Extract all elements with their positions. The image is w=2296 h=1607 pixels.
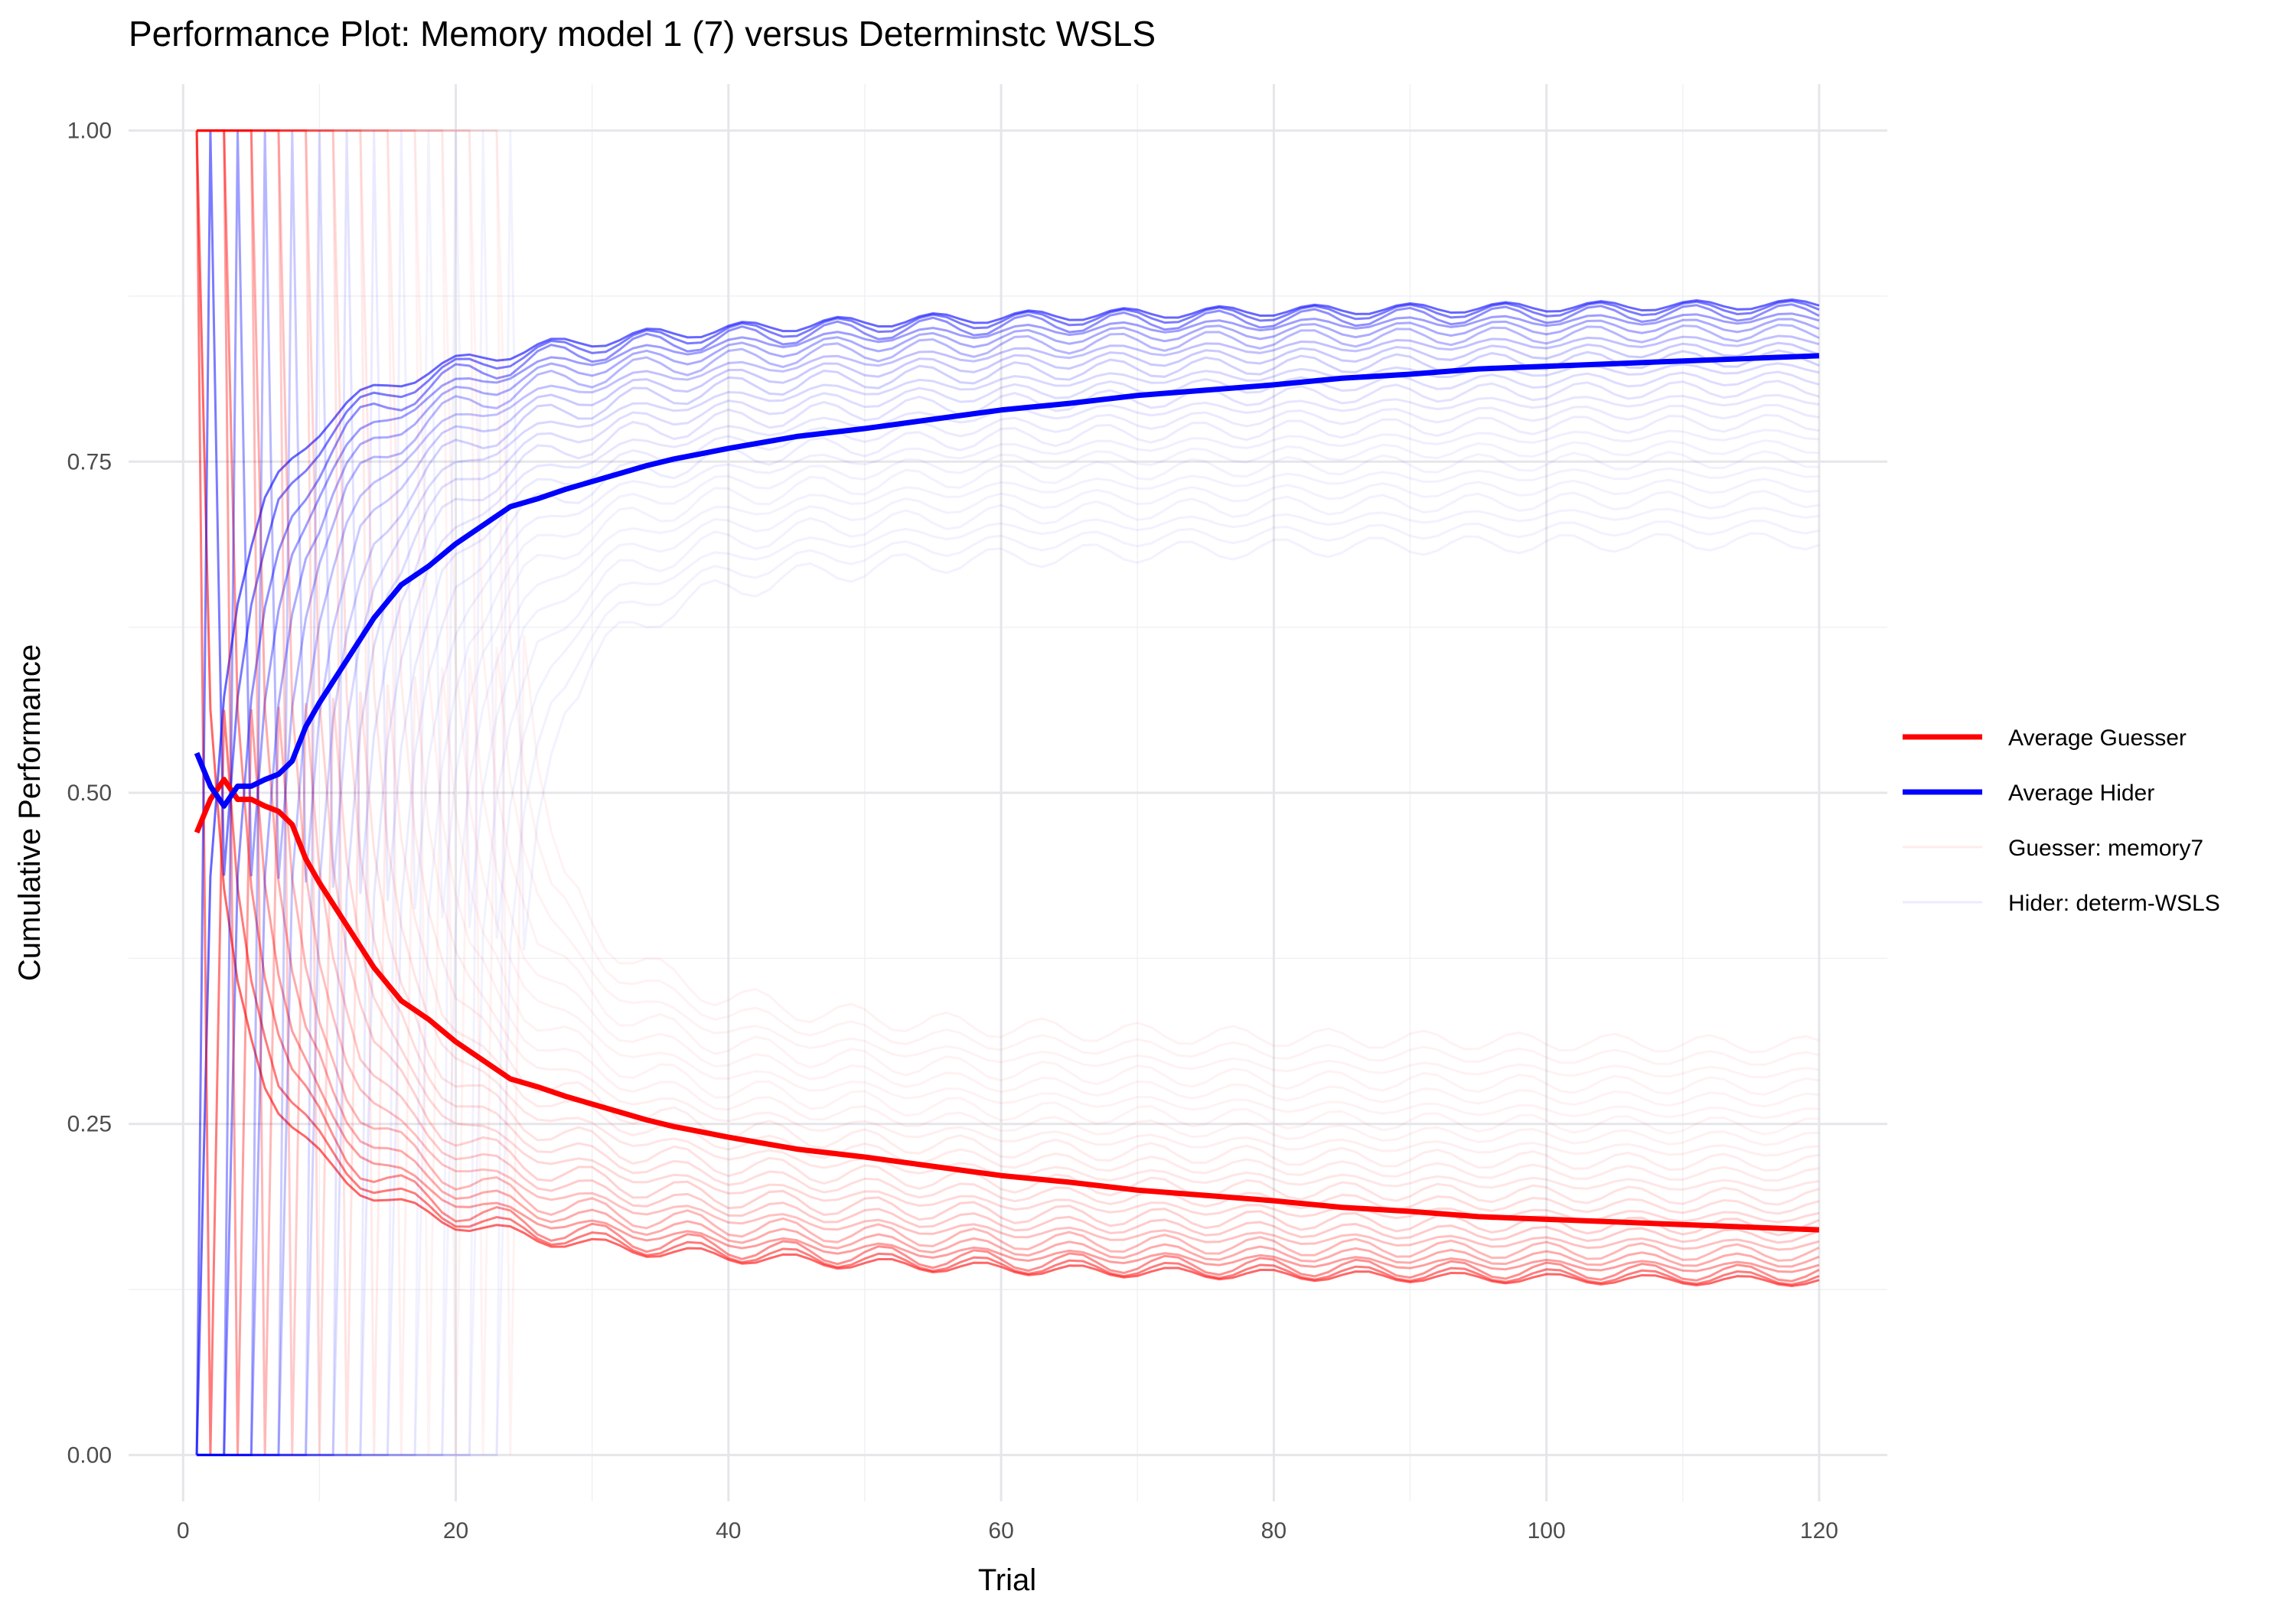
guesser-run-line — [197, 129, 1820, 1455]
guesser-run-line — [197, 129, 1820, 1283]
x-tick-label: 20 — [443, 1518, 468, 1543]
guesser-run-line — [197, 129, 1820, 1455]
hider-run-line — [197, 318, 1820, 1456]
guesser-run-line — [197, 129, 1820, 1172]
x-axis-title: Trial — [978, 1563, 1036, 1597]
hider-run-line — [197, 439, 1820, 1456]
guesser-run-line — [197, 129, 1820, 1455]
hider-run-line — [197, 130, 1820, 1456]
guesser-run-line — [197, 129, 1820, 1268]
average-series — [194, 353, 1820, 1233]
chart-title: Performance Plot: Memory model 1 (7) ver… — [129, 14, 1156, 54]
hider-run-line — [197, 130, 1820, 1456]
guesser-run-line — [197, 129, 1820, 1455]
y-tick-label: 0.25 — [67, 1112, 112, 1137]
hider-run-line — [197, 413, 1820, 1456]
guesser-run-line — [197, 129, 1820, 1251]
hider-run-line — [197, 130, 1820, 1456]
legend-label-average-guesser: Average Guesser — [2008, 725, 2187, 751]
guesser-run-line — [197, 129, 1819, 1455]
x-tick-label: 40 — [716, 1518, 741, 1543]
guesser-run-line — [197, 129, 1820, 1096]
y-tick-label: 1.00 — [67, 119, 112, 144]
hider-run-line — [197, 466, 1819, 1456]
hider-run-line — [197, 490, 1820, 1456]
hider-run-line — [197, 130, 1820, 1456]
guesser-run-line — [197, 129, 1820, 1455]
legend-label-guesser-memory7: Guesser: memory7 — [2008, 836, 2203, 861]
hider-run-line — [197, 334, 1820, 1456]
guesser-run-line — [197, 129, 1820, 1066]
guesser-run-line — [195, 130, 1820, 1287]
hider-run-line — [197, 130, 1820, 1456]
y-tick-label: 0.50 — [67, 781, 112, 806]
legend-label-average-hider: Average Hider — [2008, 781, 2154, 806]
x-tick-label: 120 — [1800, 1518, 1838, 1543]
grid-major — [129, 84, 1887, 1501]
legend-label-hider-determ-wsls: Hider: determ-WSLS — [2008, 891, 2220, 916]
y-axis-title: Cumulative Performance — [13, 644, 47, 981]
guesser-run-line — [197, 129, 1820, 1215]
y-axis-ticks: 0.00 0.25 0.50 0.75 1.00 — [67, 119, 112, 1468]
guesser-run-line — [197, 129, 1819, 1120]
x-tick-label: 0 — [177, 1518, 190, 1543]
hider-run-line — [197, 130, 1820, 1456]
hider-run-line — [197, 303, 1820, 1456]
hider-run-line — [197, 130, 1819, 1456]
legend: Average Guesser Average Hider Guesser: m… — [1903, 725, 2220, 916]
guesser-run-line — [195, 130, 1820, 1455]
guesser-run-line — [197, 129, 1820, 1455]
x-tick-label: 100 — [1528, 1518, 1566, 1543]
hider-run-line — [197, 370, 1820, 1456]
hider-run-line — [195, 130, 1820, 1455]
y-tick-label: 0.00 — [67, 1442, 112, 1468]
y-tick-label: 0.75 — [67, 449, 112, 474]
average-guesser-line — [194, 777, 1820, 1233]
average-hider-line — [194, 353, 1820, 809]
guesser-run-line — [197, 129, 1820, 1146]
x-tick-label: 60 — [988, 1518, 1013, 1543]
x-axis-ticks: 0 20 40 60 80 100 120 — [177, 1518, 1838, 1543]
guesser-run-line — [197, 129, 1820, 1455]
hider-run-line — [195, 298, 1820, 1455]
hider-run-line — [197, 130, 1820, 1456]
guesser-run-line — [197, 129, 1820, 1455]
hider-run-line — [197, 520, 1820, 1456]
hider-run-line — [197, 130, 1820, 1456]
hider-run-line — [197, 130, 1820, 1456]
hider-run-line — [197, 130, 1820, 1456]
guesser-run-line — [197, 129, 1820, 1455]
x-tick-label: 80 — [1261, 1518, 1287, 1543]
guesser-run-line — [197, 129, 1820, 1455]
